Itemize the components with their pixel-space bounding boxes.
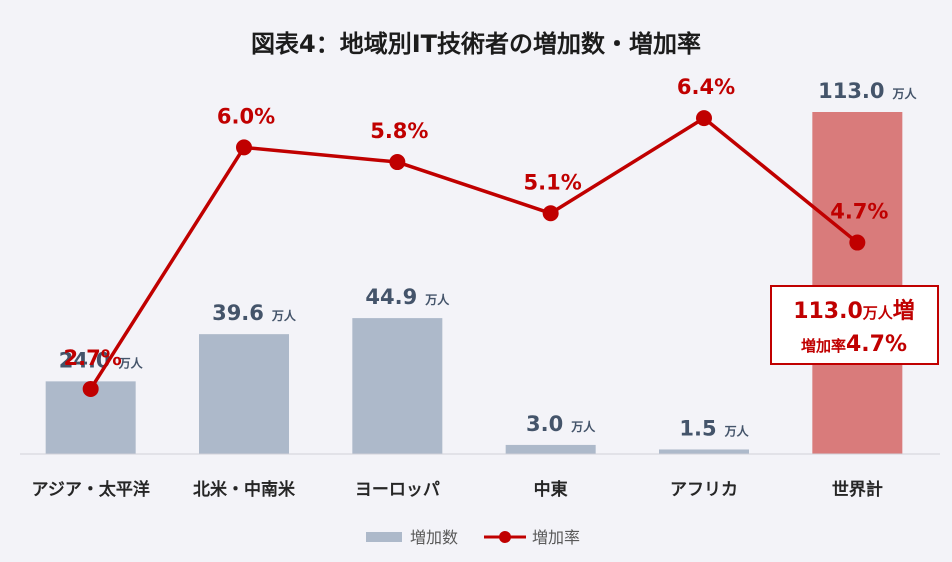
rate-label-2: 5.8% <box>370 119 428 143</box>
rate-label-0: 2.7% <box>64 346 122 370</box>
bar-unit-5: 万人 <box>892 86 918 101</box>
category-label-0: アジア・太平洋 <box>32 479 150 500</box>
category-label-5: 世界計 <box>832 479 883 500</box>
callout-line-2: 増加率4.7% <box>801 332 907 357</box>
bar-value-4: 1.5 <box>679 416 716 440</box>
bar-unit-3: 万人 <box>570 419 596 434</box>
bar-4 <box>659 449 749 454</box>
rate-marker-1 <box>236 139 252 156</box>
legend-bar-label: 増加数 <box>410 528 458 547</box>
rate-marker-0 <box>82 380 99 397</box>
bar-unit-4: 万人 <box>724 423 750 438</box>
rate-line <box>89 116 859 390</box>
bar-value-label-5: 113.0 万人 <box>818 79 917 103</box>
callout-frame <box>770 285 939 365</box>
bar-value-label-2: 44.9 万人 <box>365 285 450 309</box>
bar-value-2: 44.9 <box>365 285 417 309</box>
category-label-1: 北米・中南米 <box>193 479 296 500</box>
rate-label-3: 5.1% <box>524 170 582 194</box>
callout-rate-value: 4.7% <box>846 332 907 357</box>
callout-unit: 万人 <box>862 304 894 322</box>
category-label-3: 中東 <box>534 479 568 500</box>
callout-box: 113.0万人増 増加率4.7% <box>770 285 939 365</box>
bar-unit-0: 万人 <box>118 355 144 370</box>
rate-label-1: 6.0% <box>217 104 275 128</box>
rate-marker-3 <box>542 205 559 222</box>
legend: 増加数 増加率 <box>366 528 580 547</box>
bar-3 <box>505 444 596 454</box>
bar-value-3: 3.0 <box>526 412 563 436</box>
callout-suffix: 増 <box>893 298 915 324</box>
bar-value-5: 113.0 <box>818 79 884 103</box>
callout-rate-label: 増加率 <box>801 337 846 355</box>
bar-value-label-1: 39.6 万人 <box>212 301 297 325</box>
legend-bar-swatch <box>366 532 402 542</box>
bar-value-1: 39.6 <box>212 301 264 325</box>
bar-1 <box>199 334 289 454</box>
category-labels: アジア・太平洋 北米・中南米 ヨーロッパ 中東 アフリカ 世界計 <box>32 479 883 500</box>
rate-label-4: 6.4% <box>677 75 735 99</box>
bar-2 <box>352 318 443 454</box>
bar-series <box>45 112 903 454</box>
rate-marker-5 <box>849 234 866 251</box>
chart-title: 図表4：地域別IT技術者の増加数・増加率 <box>251 30 701 58</box>
rate-label-5: 4.7% <box>830 200 888 224</box>
bar-unit-2: 万人 <box>424 292 450 307</box>
line-series <box>82 110 866 397</box>
rate-marker-2 <box>389 154 406 171</box>
callout-line-1: 113.0万人増 <box>793 298 915 324</box>
category-label-4: アフリカ <box>670 480 738 500</box>
bar-value-label-4: 1.5 万人 <box>679 416 749 440</box>
bar-value-label-3: 3.0 万人 <box>526 412 596 436</box>
bar-unit-1: 万人 <box>271 308 297 323</box>
callout-value: 113.0 <box>793 299 863 324</box>
legend-line-marker <box>499 531 511 543</box>
legend-line-label: 増加率 <box>532 528 580 547</box>
rate-value-labels: 2.7% 6.0% 5.8% 5.1% 6.4% 4.7% <box>64 75 889 370</box>
category-label-2: ヨーロッパ <box>355 480 440 500</box>
rate-marker-4 <box>696 110 712 127</box>
bar-5 <box>812 112 903 454</box>
